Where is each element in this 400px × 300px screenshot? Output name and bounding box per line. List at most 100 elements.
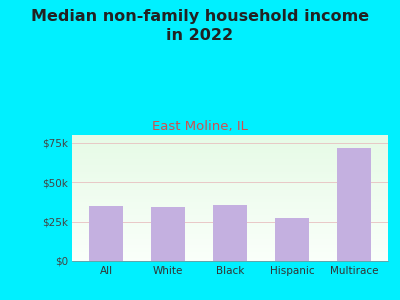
Bar xyxy=(72,138,388,139)
Bar xyxy=(72,177,388,178)
Bar xyxy=(72,137,388,138)
Bar xyxy=(72,174,388,175)
Bar xyxy=(72,142,388,143)
Bar xyxy=(72,199,388,200)
Bar xyxy=(72,251,388,253)
Bar xyxy=(72,233,388,234)
Bar xyxy=(72,227,388,229)
Bar xyxy=(72,200,388,201)
Bar xyxy=(72,169,388,170)
Bar xyxy=(72,184,388,185)
Bar xyxy=(72,201,388,202)
Bar xyxy=(72,215,388,216)
Bar xyxy=(72,176,388,177)
Bar xyxy=(72,241,388,242)
Bar xyxy=(72,141,388,142)
Bar xyxy=(72,194,388,195)
Bar xyxy=(72,144,388,145)
Bar xyxy=(72,173,388,174)
Bar xyxy=(72,214,388,215)
Bar xyxy=(72,179,388,180)
Bar xyxy=(275,218,309,261)
Bar xyxy=(72,236,388,237)
Bar xyxy=(72,153,388,154)
Text: Median non-family household income
in 2022: Median non-family household income in 20… xyxy=(31,9,369,43)
Bar xyxy=(72,245,388,246)
Bar xyxy=(72,238,388,239)
Bar xyxy=(72,178,388,179)
Bar xyxy=(72,217,388,218)
Bar xyxy=(72,135,388,136)
Bar xyxy=(72,260,388,261)
Bar xyxy=(72,208,388,209)
Bar xyxy=(72,167,388,169)
Bar xyxy=(72,257,388,258)
Bar xyxy=(72,143,388,144)
Bar xyxy=(72,183,388,184)
Bar xyxy=(72,175,388,176)
Bar xyxy=(72,139,388,140)
Bar xyxy=(72,220,388,221)
Bar xyxy=(72,186,388,188)
Bar xyxy=(72,216,388,217)
Bar xyxy=(72,166,388,167)
Bar xyxy=(72,247,388,248)
Bar xyxy=(72,148,388,150)
Bar xyxy=(72,211,388,212)
Bar xyxy=(72,206,388,208)
Bar xyxy=(72,170,388,171)
Bar xyxy=(72,234,388,235)
Bar xyxy=(72,158,388,159)
Bar xyxy=(72,150,388,151)
Bar xyxy=(72,258,388,259)
Bar xyxy=(72,237,388,238)
Bar xyxy=(72,240,388,241)
Bar xyxy=(72,244,388,245)
Bar xyxy=(72,182,388,183)
Bar xyxy=(72,243,388,244)
Bar xyxy=(72,255,388,256)
Bar xyxy=(72,224,388,225)
Bar xyxy=(72,198,388,199)
Bar xyxy=(72,230,388,232)
Bar xyxy=(213,205,247,261)
Bar xyxy=(72,191,388,192)
Bar xyxy=(72,232,388,233)
Bar xyxy=(72,212,388,213)
Bar xyxy=(72,246,388,247)
Bar xyxy=(72,154,388,155)
Bar xyxy=(72,196,388,197)
Bar xyxy=(72,164,388,165)
Bar xyxy=(72,171,388,172)
Bar xyxy=(72,250,388,251)
Bar xyxy=(72,221,388,222)
Bar xyxy=(72,239,388,240)
Bar xyxy=(72,172,388,173)
Bar xyxy=(72,152,388,153)
Bar xyxy=(72,235,388,236)
Bar xyxy=(72,160,388,161)
Text: East Moline, IL: East Moline, IL xyxy=(152,120,248,133)
Bar xyxy=(72,248,388,250)
Bar xyxy=(72,219,388,220)
Bar xyxy=(72,136,388,137)
Bar xyxy=(72,156,388,157)
Bar xyxy=(72,195,388,196)
Bar xyxy=(72,223,388,224)
Bar xyxy=(72,197,388,198)
Bar xyxy=(72,242,388,243)
Bar xyxy=(72,140,388,141)
Bar xyxy=(72,226,388,227)
Bar xyxy=(72,202,388,203)
Bar xyxy=(72,254,388,255)
Bar xyxy=(72,205,388,206)
Bar xyxy=(72,192,388,193)
Bar xyxy=(72,188,388,190)
Bar xyxy=(151,208,185,261)
Bar xyxy=(72,209,388,211)
Bar xyxy=(72,162,388,163)
Bar xyxy=(72,157,388,158)
Bar xyxy=(72,218,388,219)
Bar xyxy=(72,155,388,156)
Bar xyxy=(72,225,388,226)
